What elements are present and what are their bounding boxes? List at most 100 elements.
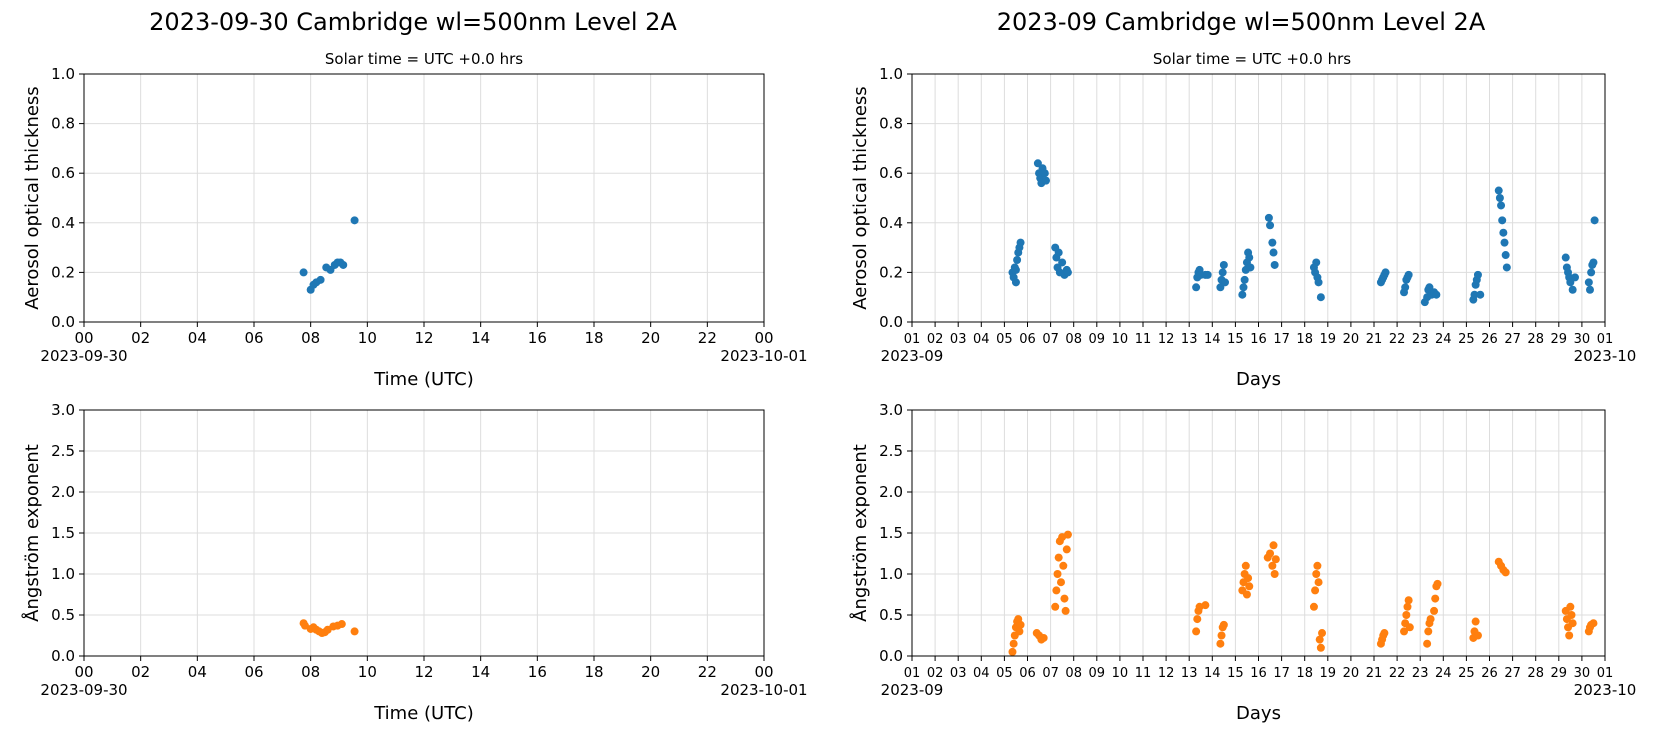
month-aot-data-point — [1401, 283, 1410, 292]
day-angstrom-data-point — [337, 620, 346, 629]
month-aot-x-tick-label: 07 — [1042, 332, 1059, 347]
month-angstrom-plot-frame — [911, 409, 1606, 657]
day-aot-x-tick-label: 12 — [414, 329, 433, 347]
day-angstrom-x-tick-label: 14 — [471, 663, 490, 681]
month-angstrom-data-point — [1269, 541, 1278, 550]
day-aot-x-tick-label: 08 — [301, 329, 320, 347]
month-angstrom-data-point — [1566, 602, 1575, 611]
month-angstrom-x-tick-label: 11 — [1135, 666, 1152, 681]
month-aot-plot-frame — [911, 73, 1606, 323]
month-angstrom-data-point — [1309, 602, 1318, 611]
day-angstrom-y-tick-label: 3.0 — [51, 401, 75, 419]
month-aot-data-point — [1058, 258, 1067, 267]
month-angstrom-x-tick-label: 14 — [1204, 666, 1221, 681]
day-aot-x-axis-label: Time (UTC) — [373, 369, 474, 390]
month-angstrom-x-tick-label: 29 — [1551, 666, 1568, 681]
day-aot-y-tick-label: 0.0 — [51, 313, 75, 331]
month-angstrom-data-point — [1316, 643, 1325, 652]
month-aot-y-tick-label: 0.8 — [879, 115, 903, 133]
month-angstrom-x-tick-label: 16 — [1250, 666, 1267, 681]
month-angstrom-x-tick-label: 02 — [927, 666, 944, 681]
day-aot-data-point — [316, 275, 325, 284]
month-angstrom-data-point — [1241, 561, 1250, 570]
month-angstrom-x-tick-label: 13 — [1181, 666, 1198, 681]
month-angstrom-data-point — [1056, 578, 1065, 587]
month-aot-y-tick-label: 1.0 — [879, 65, 903, 83]
day-angstrom-x-axis-label: Time (UTC) — [373, 703, 474, 724]
left-solar-time-subtitle: Solar time = UTC +0.0 hrs — [324, 50, 524, 68]
month-aot-x-tick-label: 03 — [950, 332, 967, 347]
month-aot-x-tick-label: 04 — [973, 332, 990, 347]
month-angstrom-data-point — [1402, 611, 1411, 619]
month-angstrom-data-point — [1059, 561, 1068, 570]
month-angstrom-x-tick-label: 20 — [1343, 666, 1360, 681]
month-angstrom-x-tick-label: 25 — [1458, 666, 1475, 681]
month-aot-data-point — [1013, 256, 1022, 264]
month-aot-data-point — [1589, 258, 1598, 267]
month-aot-data-point — [1312, 258, 1321, 267]
month-angstrom-y-tick-label: 3.0 — [879, 401, 903, 419]
month-angstrom-data-point — [1567, 611, 1576, 619]
day-angstrom-x-tick-label: 16 — [528, 663, 547, 681]
month-aot-x-tick-label: 30 — [1574, 332, 1591, 347]
month-aot-x-tick-label: 05 — [996, 332, 1013, 347]
month-aot-data-point — [1203, 270, 1212, 279]
day-angstrom-y-tick-label: 2.5 — [51, 442, 75, 460]
month-angstrom-data-point — [1314, 578, 1323, 587]
month-angstrom-data-point — [1403, 602, 1412, 611]
month-aot-x-tick-label: 26 — [1481, 332, 1498, 347]
day-aot-x-tick-label: 00 — [74, 329, 93, 347]
month-angstrom-data-point — [1201, 601, 1210, 610]
day-angstrom-x-tick-label: 20 — [641, 663, 660, 681]
month-angstrom-data-point — [1471, 617, 1480, 626]
month-angstrom-data-point — [1061, 606, 1070, 615]
month-angstrom-data-point — [1052, 586, 1061, 595]
month-angstrom-data-point — [1473, 631, 1482, 640]
month-angstrom-data-point — [1315, 635, 1324, 644]
month-aot-data-point — [1495, 194, 1504, 202]
month-aot-data-point — [1040, 169, 1049, 178]
day-angstrom-x-date-start: 2023-09-30 — [40, 681, 127, 699]
month-angstrom-x-tick-label: 01 — [904, 666, 921, 681]
month-aot-data-point — [1473, 270, 1482, 279]
month-aot-x-tick-label: 10 — [1112, 332, 1129, 347]
month-angstrom-x-tick-label: 30 — [1574, 666, 1591, 681]
day-aot-y-tick-label: 0.2 — [51, 263, 75, 281]
month-angstrom-data-point — [1242, 590, 1251, 599]
day-aot-y-axis-label: Aerosol optical thickness — [22, 86, 43, 309]
month-aot-data-point — [1246, 263, 1255, 272]
month-angstrom-y-tick-label: 0.0 — [879, 647, 903, 665]
day-angstrom-y-tick-label: 2.0 — [51, 483, 75, 501]
month-aot-x-tick-label: 06 — [1019, 332, 1036, 347]
month-angstrom-data-point — [1039, 633, 1048, 642]
month-aot-data-point — [1239, 283, 1248, 292]
month-aot-x-tick-label: 16 — [1250, 332, 1267, 347]
day-angstrom-y-tick-label: 1.5 — [51, 524, 75, 542]
month-angstrom-x-tick-label: 28 — [1527, 666, 1544, 681]
month-angstrom-x-tick-label: 09 — [1089, 666, 1106, 681]
month-aot-data-point — [1219, 260, 1228, 269]
month-aot-data-point — [1266, 221, 1275, 230]
month-angstrom-x-tick-label: 08 — [1065, 666, 1082, 681]
month-aot-x-tick-label: 02 — [927, 332, 944, 347]
month-angstrom-data-point — [1062, 545, 1071, 554]
month-aot-x-tick-label: 18 — [1296, 332, 1313, 347]
month-aot-x-tick-label: 25 — [1458, 332, 1475, 347]
month-aot-data-point — [1501, 251, 1510, 260]
month-angstrom-x-tick-label: 27 — [1504, 666, 1521, 681]
month-angstrom-data-point — [1404, 596, 1413, 605]
month-aot-x-tick-label: 08 — [1065, 332, 1082, 347]
day-angstrom-x-tick-label: 00 — [74, 663, 93, 681]
month-angstrom-x-tick-label: 06 — [1019, 666, 1036, 681]
month-angstrom-data-point — [1060, 594, 1069, 603]
day-angstrom-x-tick-label: 04 — [188, 663, 207, 681]
month-angstrom-data-point — [1063, 530, 1072, 539]
month-angstrom-data-point — [1009, 639, 1018, 648]
month-aot-y-tick-label: 0.0 — [879, 313, 903, 331]
month-aot-x-tick-label: 20 — [1343, 332, 1360, 347]
month-aot-data-point — [1314, 278, 1323, 287]
month-aot-data-point — [1268, 238, 1277, 247]
month-angstrom-data-point — [1565, 631, 1574, 640]
month-aot-data-point — [1476, 290, 1485, 299]
month-angstrom-data-point — [1008, 647, 1017, 656]
